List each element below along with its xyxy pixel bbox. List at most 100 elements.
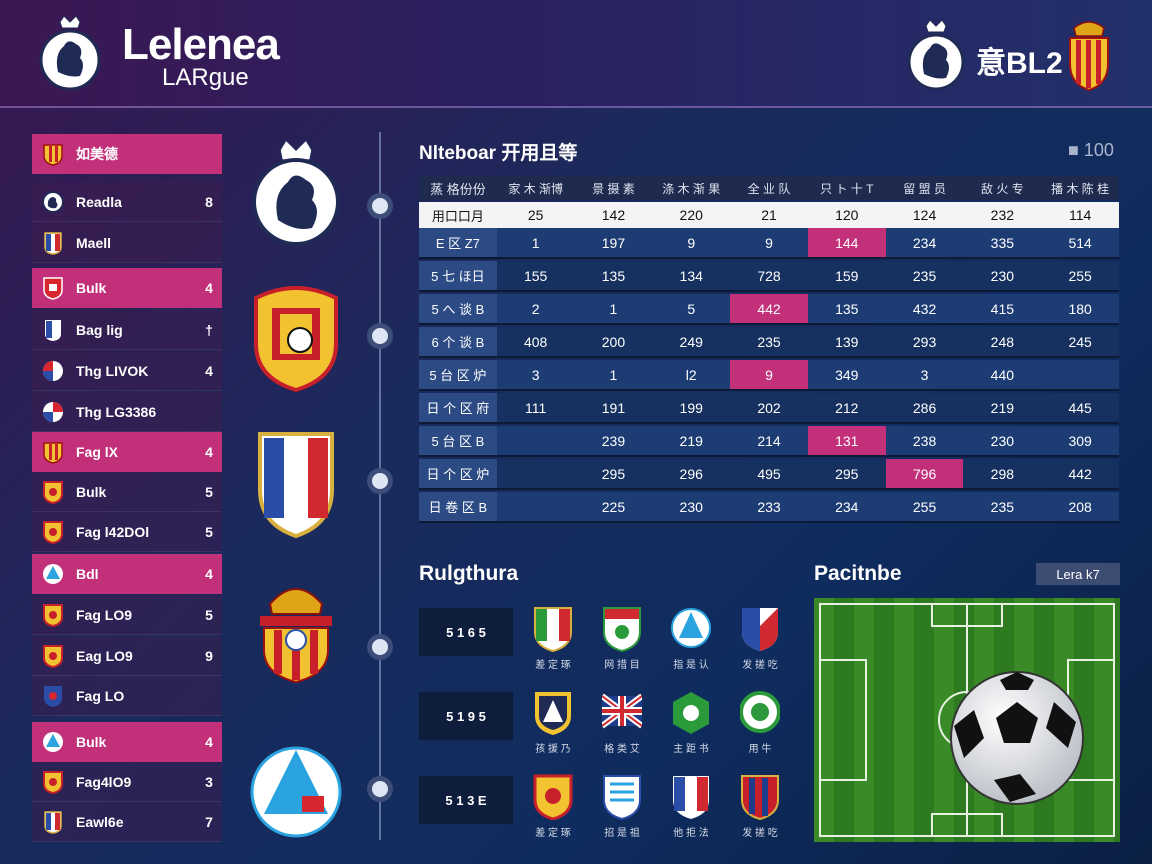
green-hexagon-icon [673, 692, 709, 734]
table-cell: 9 [730, 360, 808, 389]
table-cell: 309 [1068, 432, 1092, 449]
table-cell: 728 [757, 267, 781, 284]
table-cell: 232 [990, 207, 1015, 223]
table-cell: 296 [679, 465, 703, 482]
sidebar-item-label: Bag lig [76, 321, 123, 338]
sidebar-group-header[interactable]: Bulk 4 [32, 722, 222, 762]
table-row[interactable]: 6 个 谈 B 408 200 249 235 139 293 248 245 [419, 327, 1119, 358]
sidebar-group-header[interactable]: Bulk 4 [32, 268, 222, 308]
sidebar-item-count: 9 [205, 647, 213, 664]
sidebar-item[interactable]: Eag LO9 9 [32, 636, 222, 676]
table-cell: 245 [1068, 333, 1092, 350]
result-score[interactable]: 5 1 3 E [419, 776, 513, 824]
result-team[interactable]: 指 是 认 [661, 606, 721, 671]
tricolor-shield-icon[interactable] [250, 428, 342, 538]
sidebar-item[interactable]: Fag LO [32, 676, 222, 716]
column-header[interactable]: 家 木 渐博 [508, 181, 563, 196]
result-team[interactable]: 差 定 琢 [523, 774, 583, 839]
yellow-crest-icon [43, 603, 63, 627]
result-team-label: 差 定 琢 [535, 660, 571, 671]
result-team[interactable]: 他 拒 法 [661, 774, 721, 839]
sidebar-item[interactable]: Fag LO9 5 [32, 595, 222, 635]
result-team[interactable]: 孩 援 乃 [523, 690, 583, 755]
sidebar-item[interactable]: Fag l42DOl 5 [32, 512, 222, 552]
column-header[interactable]: 播 木 陈 桂 [1051, 181, 1110, 196]
spain-crest-icon[interactable] [1060, 16, 1118, 92]
table-cell: 9 [687, 234, 696, 251]
sidebar-item-label: Bulk [76, 483, 107, 500]
sidebar-item[interactable]: Thg LIVOK 4 [32, 351, 222, 391]
table-cell: 120 [835, 207, 859, 223]
royal-crest-icon[interactable] [250, 574, 342, 684]
column-header[interactable]: 涤 木 渐 果 [662, 181, 721, 196]
table-cell: 415 [990, 300, 1015, 317]
yellow-crest-icon [43, 770, 63, 794]
result-team[interactable]: 发 搓 吃 [730, 774, 790, 839]
table-row[interactable]: 日 个 区 府 111 191 199 202 212 286 219 445 [419, 393, 1119, 424]
club-round-crest-icon [42, 190, 64, 213]
sidebar-group-header[interactable]: 如美德 [32, 134, 222, 174]
table-row[interactable]: 5 台 区 B 239 219 214 131 238 230 309 [419, 426, 1119, 457]
result-team[interactable]: 网 措 目 [592, 606, 652, 671]
app-subtitle: LARgue [162, 64, 249, 91]
result-score[interactable]: 5 1 6 5 [419, 608, 513, 656]
timeline-node[interactable] [367, 468, 393, 494]
table-cell: 239 [601, 432, 626, 449]
table-cell: 202 [757, 399, 781, 416]
result-team[interactable]: 差 定 琢 [523, 606, 583, 671]
result-team[interactable]: 用 牛 [730, 690, 790, 755]
table-row[interactable]: 日 卷 区 B 225 230 233 234 255 235 208 [419, 492, 1119, 523]
result-team[interactable]: 发 搓 吃 [730, 606, 790, 671]
column-header[interactable]: 敌 火 专 [981, 181, 1024, 196]
column-header[interactable]: 全 业 队 [747, 181, 791, 196]
table-cell: 295 [601, 465, 626, 482]
result-team[interactable]: 主 距 书 [661, 690, 721, 755]
timeline-node[interactable] [367, 776, 393, 802]
result-team[interactable]: 招 是 祖 [592, 774, 652, 839]
result-score[interactable]: 5 1 9 5 [419, 692, 513, 740]
yellow-red-shield-icon[interactable] [250, 282, 342, 392]
column-header[interactable]: 景 摄 素 [592, 181, 635, 196]
sidebar-item-count: † [205, 321, 213, 338]
row-label: 日 个 区 府 [419, 393, 497, 422]
sidebar-item[interactable]: Readla 8 [32, 182, 222, 222]
sidebar-item[interactable]: Bag lig † [32, 310, 222, 350]
pitch-filter-button[interactable]: Lera k7 [1036, 563, 1120, 585]
table-cell: 111 [525, 399, 547, 416]
timeline-node[interactable] [367, 634, 393, 660]
table-cell: 21 [761, 207, 777, 223]
sidebar-item[interactable]: Thg LG3386 [32, 392, 222, 432]
table-cell: 442 [730, 294, 808, 323]
table-row[interactable]: 用口口月 25 142 220 21 120 124 232 114 [419, 202, 1119, 228]
sidebar-item[interactable]: Bulk 5 [32, 472, 222, 512]
table-row[interactable]: 5 七 ほ日 155 135 134 728 159 235 230 255 [419, 261, 1119, 292]
table-cell: 234 [835, 498, 859, 515]
column-header[interactable]: 只 ト 十 T [820, 181, 874, 196]
sidebar-group-header[interactable]: Fag lX 4 [32, 432, 222, 472]
result-team-label: 招 是 祖 [604, 828, 640, 839]
club-crest-icon[interactable] [906, 18, 966, 92]
table-row[interactable]: E 区 Z7 1 197 9 9 144 234 335 514 [419, 228, 1119, 259]
table-cell [497, 459, 575, 488]
sidebar-item[interactable]: Maell [32, 223, 222, 263]
result-team[interactable]: 格 类 艾 [592, 690, 652, 755]
table-cell: 9 [765, 234, 773, 251]
table-row[interactable]: 5 台 区 炉 3 1 l2 9 349 3 440 [419, 360, 1119, 391]
timeline-node[interactable] [367, 323, 393, 349]
result-team-label: 孩 援 乃 [535, 744, 571, 755]
table-row[interactable]: 5 へ 谈 B 2 1 5 442 135 432 415 180 [419, 294, 1119, 325]
table-row[interactable]: 日 个 区 炉 295 296 495 295 796 298 442 [419, 459, 1119, 490]
sidebar-item[interactable]: Fag4lO9 3 [32, 762, 222, 802]
table-cell: 1 [531, 234, 540, 251]
timeline-node[interactable] [367, 193, 393, 219]
lion-crest-icon[interactable] [250, 140, 342, 250]
blue-triangle-crest-icon[interactable] [250, 738, 342, 848]
sidebar-group-header[interactable]: Bdl 4 [32, 554, 222, 594]
table-cell: 230 [990, 267, 1015, 284]
column-header[interactable]: 蒸 格份份 [430, 181, 486, 197]
sidebar-item-count: 7 [205, 813, 213, 830]
result-team-label: 格 类 艾 [604, 744, 640, 755]
sidebar-item[interactable]: Eawl6e 7 [32, 802, 222, 842]
table-cell: 233 [757, 498, 781, 515]
column-header[interactable]: 留 盟 员 [903, 181, 946, 196]
